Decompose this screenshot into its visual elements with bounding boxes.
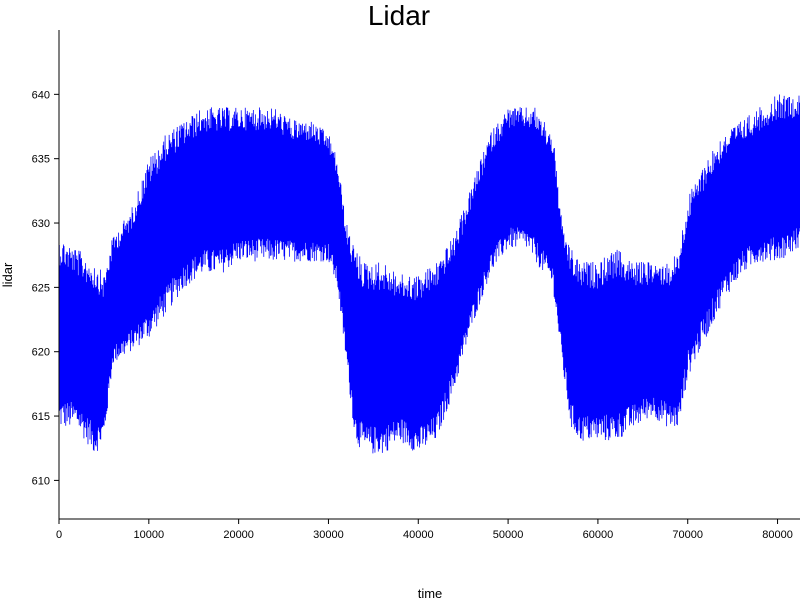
y-tick-label: 615 [32, 411, 50, 423]
x-axis-ticks: 0 10000 20000 30000 40000 50000 60000 70000 8000… [56, 519, 793, 541]
x-tick-label: 0 [56, 529, 62, 541]
x-tick-label: 30000 [313, 529, 344, 541]
x-tick-label: 10000 [134, 529, 165, 541]
x-tick-label: 70000 [672, 529, 703, 541]
x-tick-label: 80000 [762, 529, 793, 541]
y-axis-ticks: 610 615 620 625 630 635 640 [32, 89, 59, 487]
y-tick-label: 635 [32, 154, 50, 166]
y-axis-label: lidar [0, 262, 15, 287]
series-line [58, 94, 800, 454]
x-tick-label: 50000 [493, 529, 524, 541]
x-tick-label: 60000 [583, 529, 614, 541]
x-tick-label: 40000 [403, 529, 434, 541]
y-tick-label: 620 [32, 347, 50, 359]
x-tick-label: 20000 [223, 529, 254, 541]
y-tick-label: 625 [32, 282, 50, 294]
plot-area [58, 94, 800, 454]
chart-title: Lidar [368, 0, 430, 31]
y-tick-label: 610 [32, 475, 50, 487]
y-tick-label: 640 [32, 89, 50, 101]
x-axis-label: time [418, 586, 443, 600]
y-tick-label: 630 [32, 218, 50, 230]
